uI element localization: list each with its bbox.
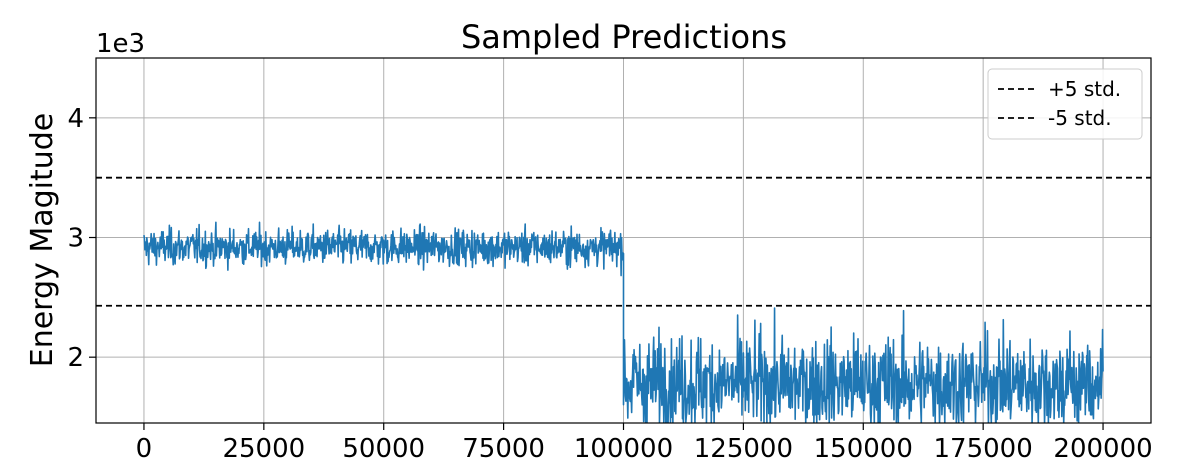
x-tick-label: 0: [136, 434, 153, 460]
x-tick-label: 50000: [342, 434, 425, 460]
grid: [96, 58, 1151, 423]
reference-lines: [96, 176, 1151, 307]
legend-label: +5 std.: [1048, 77, 1121, 101]
x-tick-label: 25000: [222, 434, 305, 460]
legend-label: -5 std.: [1048, 106, 1112, 130]
y-tick-label: 3: [67, 224, 84, 254]
x-tick-label: 200000: [1053, 434, 1152, 460]
y-axis-label: Energy Magitude: [25, 113, 60, 368]
y-tick-label: 2: [67, 343, 84, 373]
x-tick-label: 150000: [814, 434, 913, 460]
signal-line: [143, 221, 1104, 423]
x-tick-label: 100000: [574, 434, 673, 460]
y-tick-label: 4: [67, 104, 84, 134]
legend-box: [987, 68, 1143, 140]
x-tick-label: 75000: [462, 434, 545, 460]
x-tick-label: 175000: [934, 434, 1033, 460]
axis-ticks: 0 25000 50000 75000 100000 125000 150000 175000…: [67, 104, 1152, 460]
x-tick-label: 125000: [694, 434, 793, 460]
y-offset-label: 1e3: [96, 29, 145, 59]
chart-title: Sampled Predictions: [461, 18, 787, 56]
legend: +5 std. -5 std.: [987, 68, 1143, 140]
series-layer: [143, 221, 1104, 423]
